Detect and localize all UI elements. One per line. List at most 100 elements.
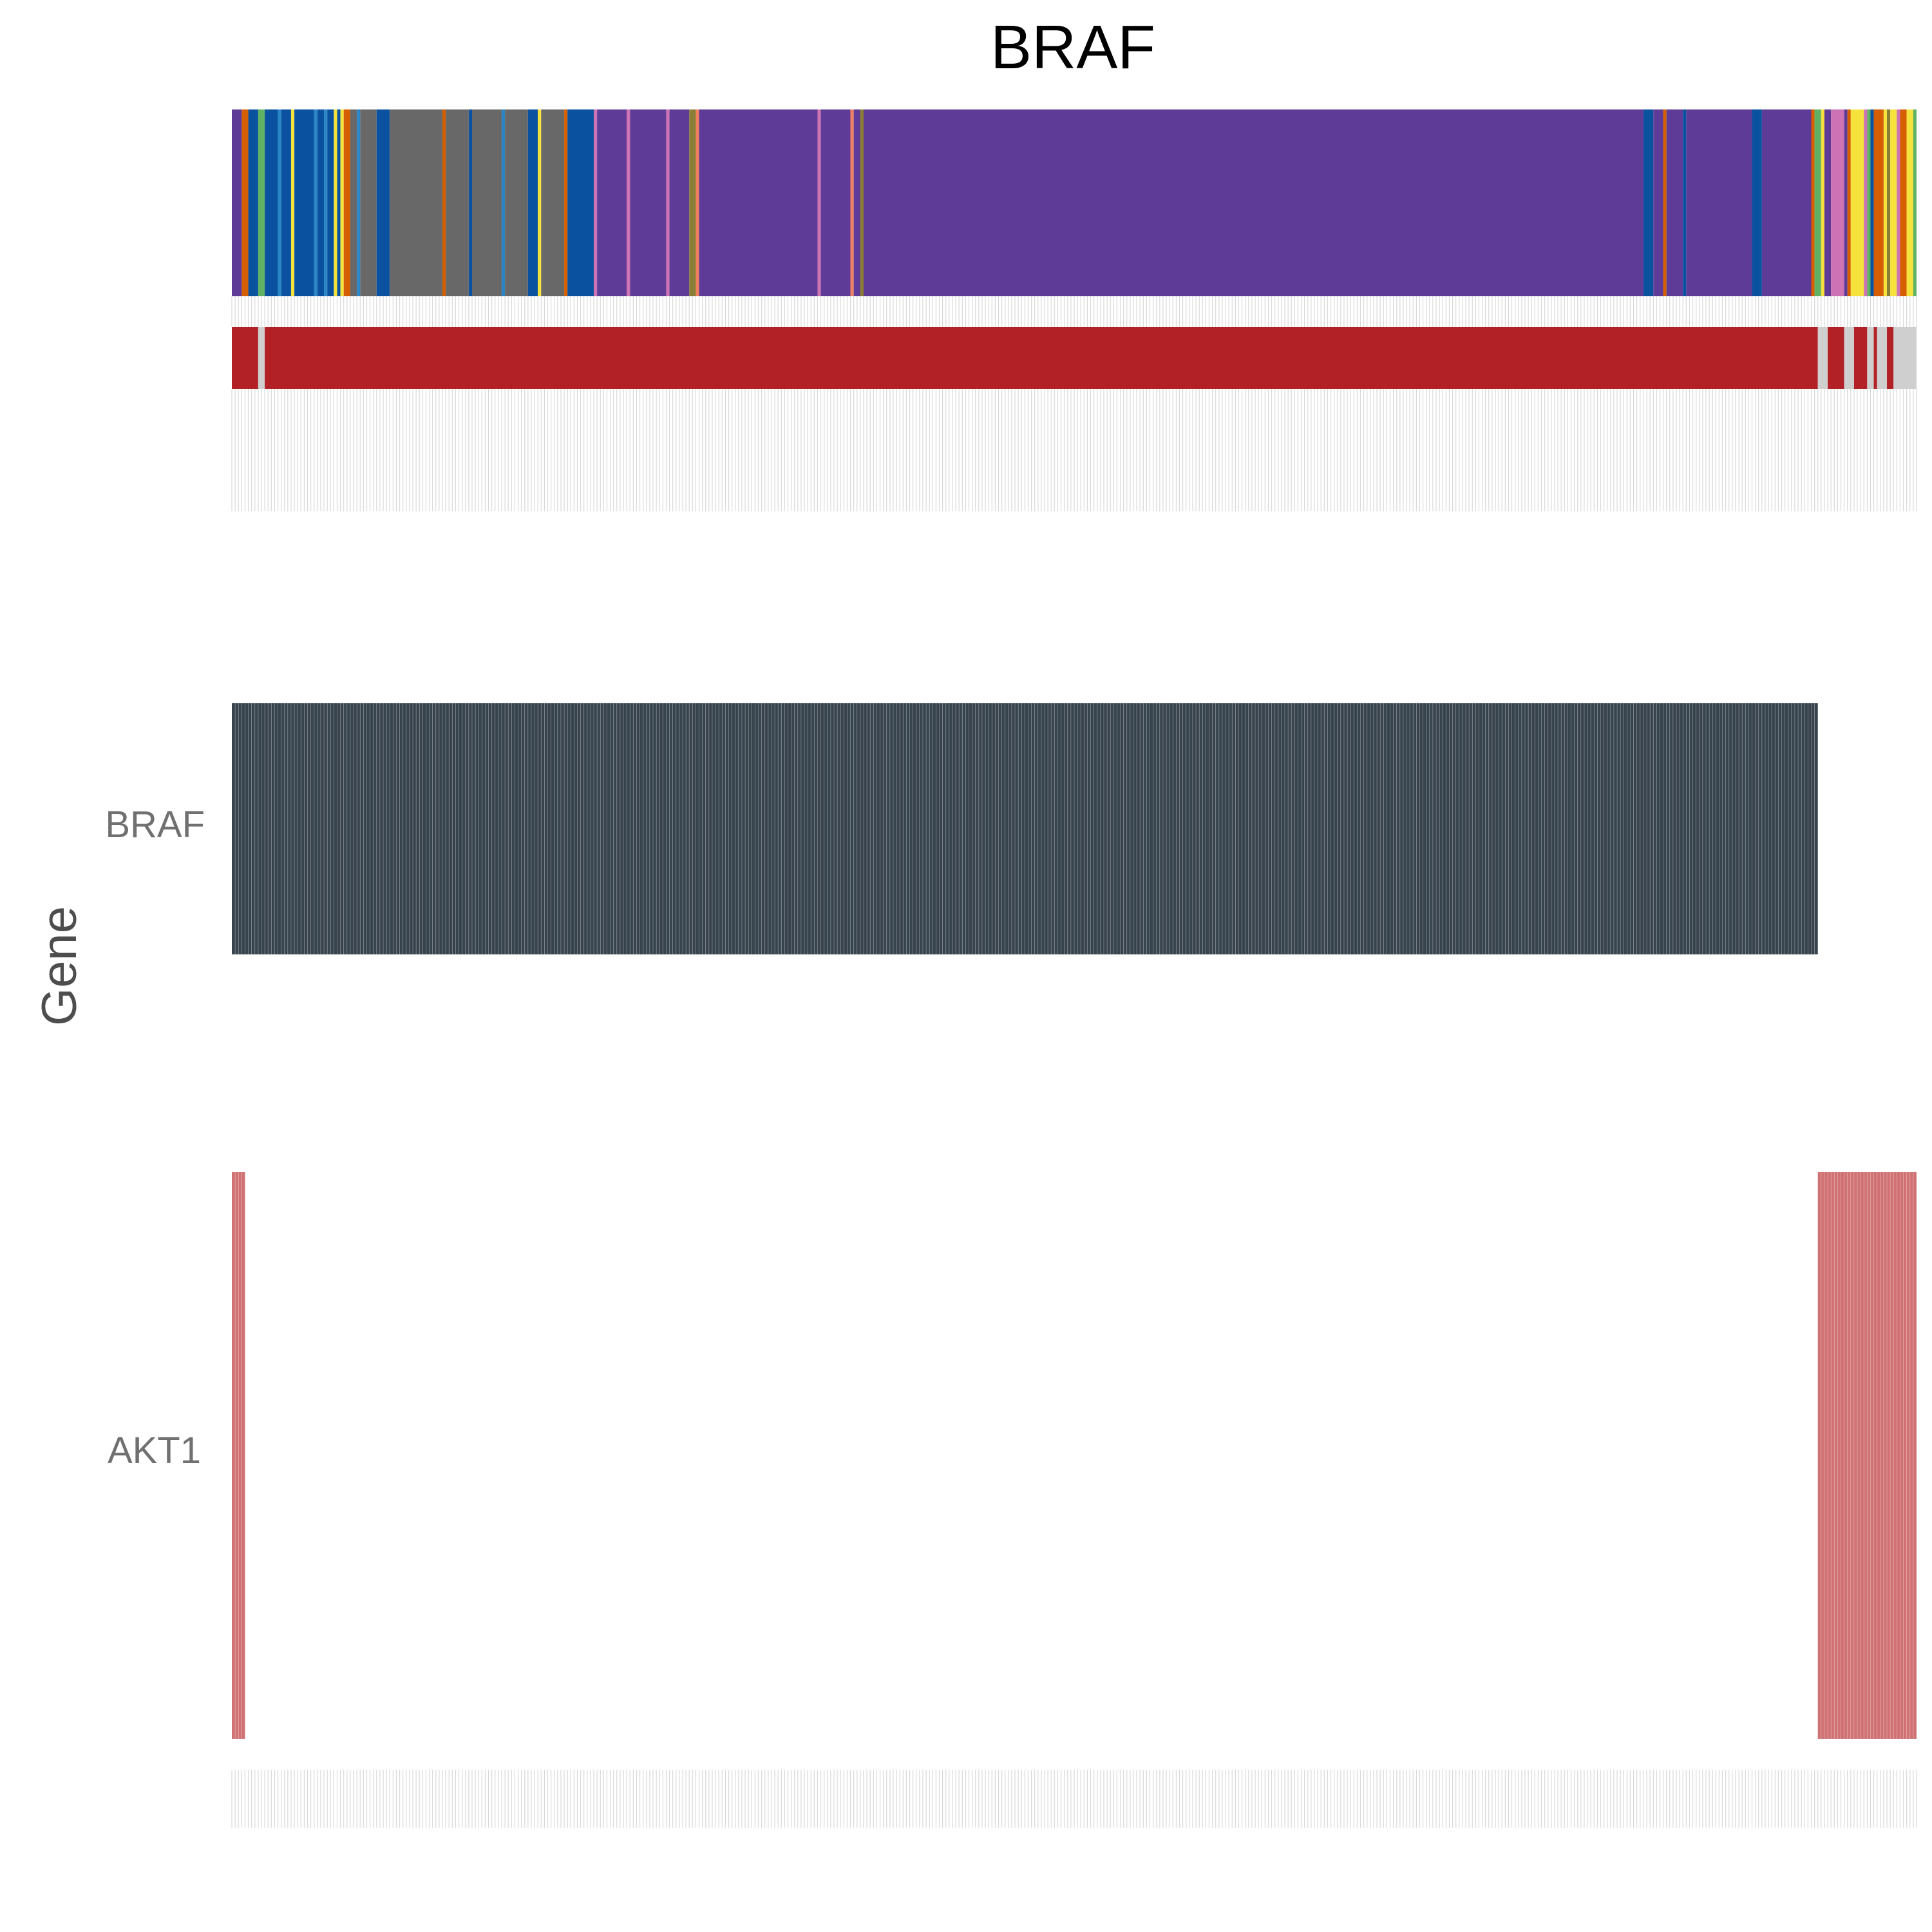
braf-mutation-cell xyxy=(916,703,920,954)
tissue-segment xyxy=(337,109,341,296)
braf-mutation-cell xyxy=(1271,703,1275,954)
braf-mutation-cell xyxy=(1761,703,1765,954)
braf-mutation-cell xyxy=(761,703,765,954)
braf-mutation-cell xyxy=(1248,703,1252,954)
braf-mutation-cell xyxy=(978,703,982,954)
braf-mutation-cell xyxy=(577,703,581,954)
braf-mutation-cell xyxy=(1416,703,1420,954)
tissue-segment xyxy=(1663,109,1667,296)
braf-mutation-cell xyxy=(265,703,269,954)
braf-mutation-cell xyxy=(1426,703,1430,954)
braf-mutation-cell xyxy=(1669,703,1673,954)
braf-mutation-cell xyxy=(867,703,871,954)
braf-mutation-cell xyxy=(298,703,301,954)
braf-mutation-cell xyxy=(248,703,252,954)
akt1-mutation-cell xyxy=(1853,1172,1858,1739)
braf-mutation-cell xyxy=(1650,703,1654,954)
braf-mutation-cell xyxy=(745,703,749,954)
braf-mutation-cell xyxy=(1686,703,1690,954)
braf-mutation-cell xyxy=(1117,703,1121,954)
braf-mutation-cell xyxy=(1166,703,1170,954)
braf-mutation-cell xyxy=(725,703,729,954)
braf-mutation-cell xyxy=(778,703,782,954)
braf-mutation-cell xyxy=(1745,703,1749,954)
braf-mutation-cell xyxy=(933,703,936,954)
braf-mutation-cell xyxy=(1716,703,1719,954)
braf-mutation-cell xyxy=(544,703,548,954)
braf-mutation-cell xyxy=(1370,703,1374,954)
status-segment xyxy=(265,327,1818,389)
braf-mutation-cell xyxy=(327,703,331,954)
braf-mutation-cell xyxy=(284,703,288,954)
braf-mutation-cell xyxy=(797,703,801,954)
braf-mutation-cell xyxy=(324,703,328,954)
braf-mutation-cell xyxy=(1564,703,1568,954)
braf-mutation-cell xyxy=(952,703,956,954)
tissue-segment xyxy=(1752,109,1762,296)
braf-mutation-cell xyxy=(432,703,436,954)
braf-mutation-cell xyxy=(817,703,821,954)
braf-mutation-cell xyxy=(1719,703,1723,954)
tissue-segment xyxy=(689,109,696,296)
braf-mutation-cell xyxy=(873,703,877,954)
braf-mutation-cell xyxy=(508,703,512,954)
cell-separators xyxy=(234,703,1914,1739)
tissue-segment xyxy=(343,109,350,296)
braf-mutation-cell xyxy=(1443,703,1446,954)
status-segment xyxy=(1873,327,1877,389)
braf-mutation-cell xyxy=(827,703,831,954)
braf-mutation-cell xyxy=(435,703,439,954)
tissue-segment xyxy=(1906,109,1913,296)
braf-mutation-cell xyxy=(1627,703,1631,954)
braf-mutation-cell xyxy=(1403,703,1407,954)
braf-mutation-cell xyxy=(1672,703,1677,954)
braf-mutation-cell xyxy=(1541,703,1545,954)
braf-mutation-cell xyxy=(735,703,739,954)
braf-mutation-cell xyxy=(419,703,423,954)
braf-mutation-cell xyxy=(1459,703,1463,954)
braf-mutation-cell xyxy=(1001,703,1005,954)
tissue-segment xyxy=(1686,109,1752,296)
braf-mutation-cell xyxy=(1189,703,1193,954)
tissue-segment xyxy=(1850,109,1864,296)
braf-mutation-cell xyxy=(748,703,752,954)
braf-mutation-cell xyxy=(274,703,278,954)
braf-mutation-cell xyxy=(1354,703,1358,954)
braf-mutation-cell xyxy=(949,703,952,954)
braf-mutation-cell xyxy=(679,703,683,954)
braf-mutation-cell xyxy=(1794,703,1799,954)
status-segment xyxy=(1867,327,1874,389)
braf-mutation-cell xyxy=(603,703,607,954)
braf-mutation-cell xyxy=(1304,703,1308,954)
tissue-segment xyxy=(541,109,565,296)
braf-mutation-cell xyxy=(515,703,518,954)
akt1-mutation-cell xyxy=(1880,1172,1884,1739)
braf-mutation-cell xyxy=(995,703,999,954)
braf-mutation-cell xyxy=(1238,703,1242,954)
braf-mutation-cell xyxy=(715,703,719,954)
braf-mutation-cell xyxy=(1580,703,1584,954)
braf-mutation-cell xyxy=(471,703,476,954)
braf-mutation-cell xyxy=(1367,703,1370,954)
braf-mutation-cell xyxy=(1100,703,1104,954)
braf-mutation-cell xyxy=(343,703,347,954)
akt1-mutation-cell xyxy=(1906,1172,1910,1739)
braf-mutation-cell xyxy=(1811,703,1815,954)
braf-mutation-cell xyxy=(379,703,384,954)
braf-mutation-cell xyxy=(633,703,637,954)
braf-mutation-cell xyxy=(1676,703,1680,954)
grid-band-bottom xyxy=(231,1770,1917,1828)
braf-mutation-cell xyxy=(294,703,298,954)
braf-mutation-cell xyxy=(804,703,808,954)
braf-mutation-cell xyxy=(574,703,578,954)
braf-mutation-cell xyxy=(1041,703,1045,954)
braf-mutation-cell xyxy=(620,703,624,954)
braf-mutation-cell xyxy=(258,703,261,954)
braf-mutation-cell xyxy=(903,703,907,954)
braf-mutation-cell xyxy=(1162,703,1167,954)
braf-mutation-cell xyxy=(1660,703,1663,954)
braf-mutation-cell xyxy=(969,703,972,954)
braf-mutation-cell xyxy=(551,703,554,954)
akt1-mutation-cell xyxy=(1824,1172,1828,1739)
tissue-segment xyxy=(1897,109,1900,296)
